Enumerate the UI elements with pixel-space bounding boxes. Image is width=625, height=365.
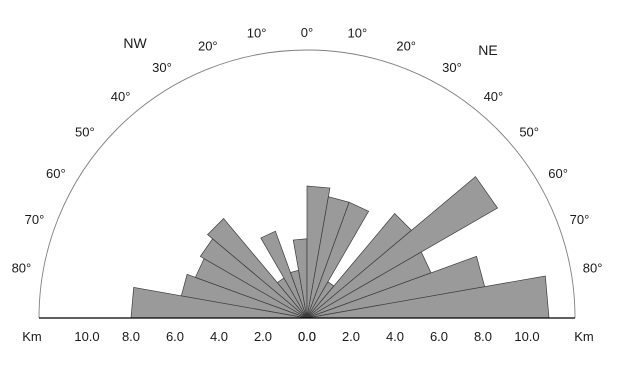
km-tick-left-2: 6.0 bbox=[166, 329, 184, 344]
angle-label-left-7: 10° bbox=[247, 25, 267, 40]
angle-label-left-0: 80° bbox=[12, 261, 32, 276]
angle-label-left-1: 70° bbox=[25, 212, 45, 227]
angle-label-right-6: 70° bbox=[570, 212, 590, 227]
rose-petal-4 bbox=[207, 218, 308, 319]
rose-petal-11 bbox=[306, 201, 370, 319]
chart-outline bbox=[38, 49, 576, 319]
angle-label-right-1: 20° bbox=[396, 38, 416, 53]
unit-label-left: Km bbox=[22, 329, 42, 344]
direction-label-ne: NE bbox=[478, 42, 497, 58]
km-tick-left-4: 2.0 bbox=[254, 329, 272, 344]
angle-label-center: 0° bbox=[301, 25, 313, 40]
angle-label-left-2: 60° bbox=[46, 166, 66, 181]
km-tick-left-0: 10.0 bbox=[74, 329, 99, 344]
km-tick-left-5: 0.0 bbox=[298, 329, 316, 344]
direction-label-nw: NW bbox=[123, 35, 147, 51]
semicircle-outline bbox=[38, 49, 576, 319]
angle-label-right-4: 50° bbox=[519, 125, 539, 140]
chart-labels: 80° 70° 60° 50° 40° 30° 20° 10° 10° 20° 30° 40° 50° 6… bbox=[12, 25, 603, 344]
angle-label-left-4: 40° bbox=[111, 89, 131, 104]
angle-label-right-5: 60° bbox=[548, 166, 568, 181]
km-tick-left-3: 4.0 bbox=[210, 329, 228, 344]
rose-petals bbox=[130, 176, 550, 319]
km-tick-right-2: 4.0 bbox=[386, 329, 404, 344]
angle-label-right-0: 10° bbox=[348, 25, 368, 40]
angle-label-left-5: 30° bbox=[152, 60, 172, 75]
km-tick-right-3: 6.0 bbox=[430, 329, 448, 344]
km-tick-right-1: 2.0 bbox=[342, 329, 360, 344]
unit-label-right: Km bbox=[574, 329, 594, 344]
angle-label-right-7: 80° bbox=[583, 261, 603, 276]
angle-label-right-3: 40° bbox=[484, 89, 504, 104]
angle-label-right-2: 30° bbox=[442, 60, 462, 75]
km-tick-left-1: 8.0 bbox=[122, 329, 140, 344]
km-tick-right-5: 10.0 bbox=[514, 329, 539, 344]
angle-label-left-6: 20° bbox=[198, 38, 218, 53]
angle-label-left-3: 50° bbox=[75, 125, 95, 140]
km-tick-right-0: 0.0 bbox=[298, 329, 316, 344]
km-tick-right-4: 8.0 bbox=[474, 329, 492, 344]
